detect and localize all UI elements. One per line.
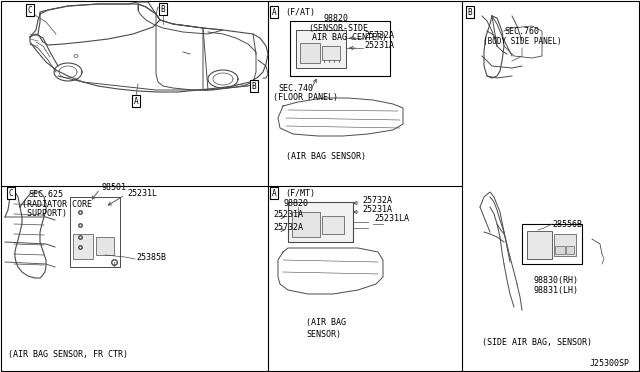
Text: 25732A: 25732A xyxy=(273,222,303,231)
Text: 98831(LH): 98831(LH) xyxy=(534,285,579,295)
Bar xyxy=(527,231,552,259)
Text: C: C xyxy=(9,189,13,198)
Text: SEC.625: SEC.625 xyxy=(28,189,63,199)
Text: A: A xyxy=(272,7,276,16)
Bar xyxy=(73,234,93,259)
Text: A: A xyxy=(272,189,276,198)
Text: B: B xyxy=(468,7,472,16)
Text: 28556B: 28556B xyxy=(552,219,582,228)
Text: SEC.740: SEC.740 xyxy=(278,83,313,93)
Text: SENSOR): SENSOR) xyxy=(306,330,341,339)
Text: (RADIATOR CORE: (RADIATOR CORE xyxy=(22,199,92,208)
Text: 25231LA: 25231LA xyxy=(374,214,409,222)
Text: 98820: 98820 xyxy=(323,13,348,22)
Bar xyxy=(300,43,320,63)
Bar xyxy=(322,216,344,234)
Text: 25231L: 25231L xyxy=(127,189,157,198)
Text: (AIR BAG: (AIR BAG xyxy=(306,317,346,327)
Text: 98830(RH): 98830(RH) xyxy=(534,276,579,285)
Text: C: C xyxy=(28,6,32,15)
Text: (BODY SIDE PANEL): (BODY SIDE PANEL) xyxy=(483,36,561,45)
Text: 25231A: 25231A xyxy=(364,41,394,49)
Bar xyxy=(554,234,576,256)
Text: J25300SP: J25300SP xyxy=(590,359,630,369)
Text: (FLOOR PANEL): (FLOOR PANEL) xyxy=(273,93,338,102)
Text: (AIR BAG SENSOR, FR CTR): (AIR BAG SENSOR, FR CTR) xyxy=(8,350,128,359)
Text: A: A xyxy=(134,96,138,106)
Text: 98820: 98820 xyxy=(283,199,308,208)
Text: SUPPORT): SUPPORT) xyxy=(22,208,67,218)
Text: SEC.760: SEC.760 xyxy=(504,26,540,35)
Text: B: B xyxy=(161,4,165,13)
Text: (F/AT): (F/AT) xyxy=(285,7,315,16)
Text: (F/MT): (F/MT) xyxy=(285,189,315,198)
Text: (SENSOR-SIDE: (SENSOR-SIDE xyxy=(308,23,368,32)
Text: 25231A: 25231A xyxy=(362,205,392,214)
Bar xyxy=(70,197,120,267)
Text: 25732A: 25732A xyxy=(362,196,392,205)
Text: B: B xyxy=(252,81,256,90)
Bar xyxy=(296,30,346,68)
Bar xyxy=(288,202,353,242)
Text: (AIR BAG SENSOR): (AIR BAG SENSOR) xyxy=(286,151,366,160)
Text: 25385B: 25385B xyxy=(136,253,166,262)
Text: (SIDE AIR BAG, SENSOR): (SIDE AIR BAG, SENSOR) xyxy=(482,337,592,346)
Bar xyxy=(522,224,582,264)
Bar xyxy=(322,46,340,60)
Bar xyxy=(292,212,320,237)
Text: AIR BAG CENTER): AIR BAG CENTER) xyxy=(312,32,387,42)
Bar xyxy=(290,21,390,76)
Bar xyxy=(96,237,114,255)
Text: 25231A: 25231A xyxy=(273,209,303,218)
Text: 98501: 98501 xyxy=(102,183,127,192)
Bar xyxy=(566,246,574,254)
Bar xyxy=(555,246,565,254)
Text: 25732A: 25732A xyxy=(364,31,394,39)
